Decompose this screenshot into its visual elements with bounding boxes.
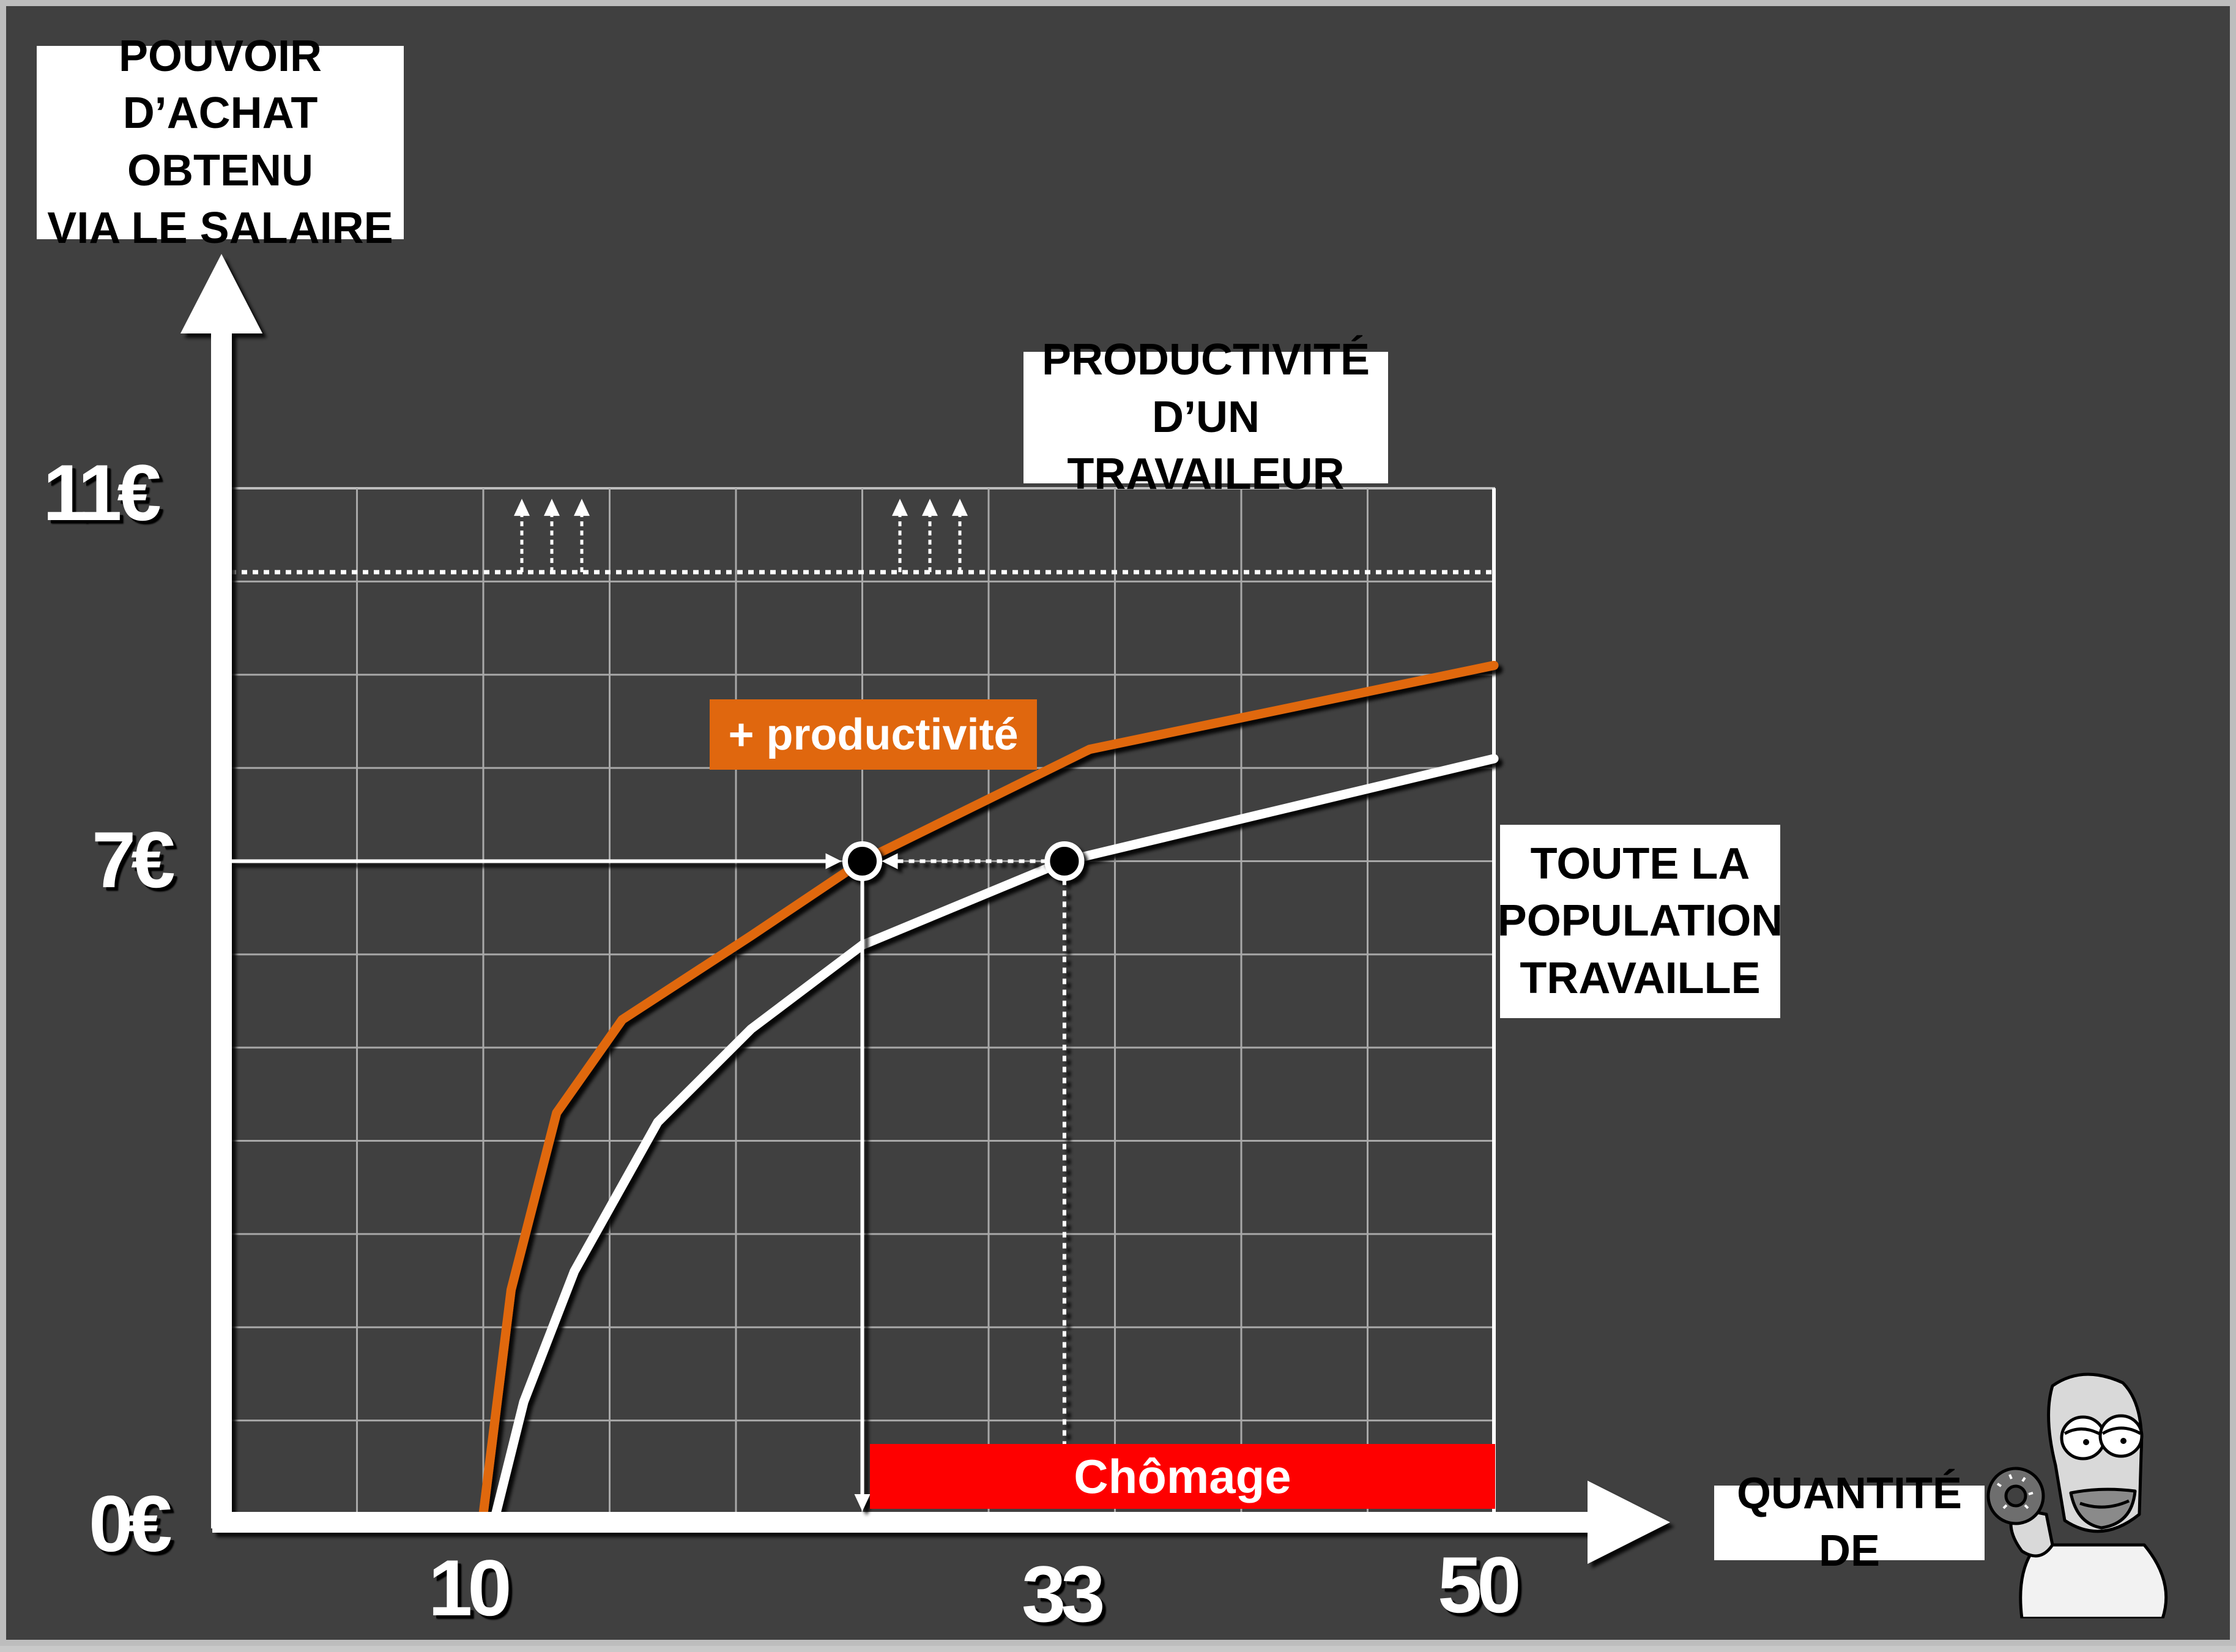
axes: [180, 254, 1670, 1564]
chart-svg: [180, 254, 1670, 1564]
up-arrow-icon: [922, 499, 938, 516]
guide-arrow-left-icon: [882, 853, 898, 869]
x-axis-arrowhead: [1588, 1481, 1670, 1564]
full-employment-label-line-1: TOUTE LA: [1530, 839, 1750, 888]
productivity-label-line-2: D’UN TRAVAILEUR: [1067, 392, 1345, 499]
legend-productivity: + productivité: [710, 699, 1037, 770]
y-axis-arrowhead: [180, 254, 262, 333]
unemployment-label: Chômage: [1074, 1449, 1291, 1503]
productivity-label-line-1: PRODUCTIVITÉ: [1041, 335, 1370, 385]
up-arrow-icon: [892, 499, 908, 516]
productivity-label: PRODUCTIVITÉ D’UN TRAVAILEUR: [1023, 335, 1388, 499]
x-tick-label-33: 33: [1022, 1549, 1105, 1639]
reference-lines: [231, 499, 1494, 575]
y-tick-label-0: 0€: [89, 1479, 173, 1568]
y-axis-title-line-1: POUVOIR: [118, 31, 322, 81]
x-tick-label-10: 10: [428, 1543, 512, 1632]
homer-donut-icon: [1986, 1372, 2168, 1618]
x-tick-label-50: 50: [1438, 1540, 1521, 1629]
up-arrow-icon: [514, 499, 530, 516]
up-arrow-icon: [544, 499, 560, 516]
guide-arrow-right-icon: [825, 853, 842, 869]
y-axis-title-line-3: VIA LE SALAIRE: [47, 203, 393, 253]
unemployment-bar: Chômage: [870, 1444, 1495, 1509]
y-tick-label-7: 7€: [92, 815, 176, 904]
drop-arrow-icon: [854, 1494, 871, 1511]
y-axis-title: POUVOIR D’ACHAT OBTENU VIA LE SALAIRE: [37, 32, 404, 253]
marker-point-productivite: [842, 841, 882, 881]
series-line-base: [491, 754, 1499, 1519]
series-line-productivite: [478, 661, 1499, 1519]
x-axis-title-text: QUANTITÉ DE: [1737, 1469, 1962, 1576]
up-arrow-icon: [952, 499, 968, 516]
y-axis-title-line-2: D’ACHAT OBTENU: [122, 89, 318, 195]
x-axis-title: QUANTITÉ DE: [1714, 1469, 1985, 1576]
marker-point-base: [1044, 841, 1085, 881]
full-employment-label-line-2: POPULATION: [1497, 896, 1783, 946]
markers: [231, 841, 1085, 1511]
full-employment-label: TOUTE LA POPULATION TRAVAILLE: [1497, 825, 1783, 1018]
y-tick-label-11: 11€: [43, 448, 162, 537]
full-employment-label-line-3: TRAVAILLE: [1520, 953, 1761, 1003]
up-arrow-icon: [574, 499, 590, 516]
series-layer: [478, 661, 1499, 1519]
